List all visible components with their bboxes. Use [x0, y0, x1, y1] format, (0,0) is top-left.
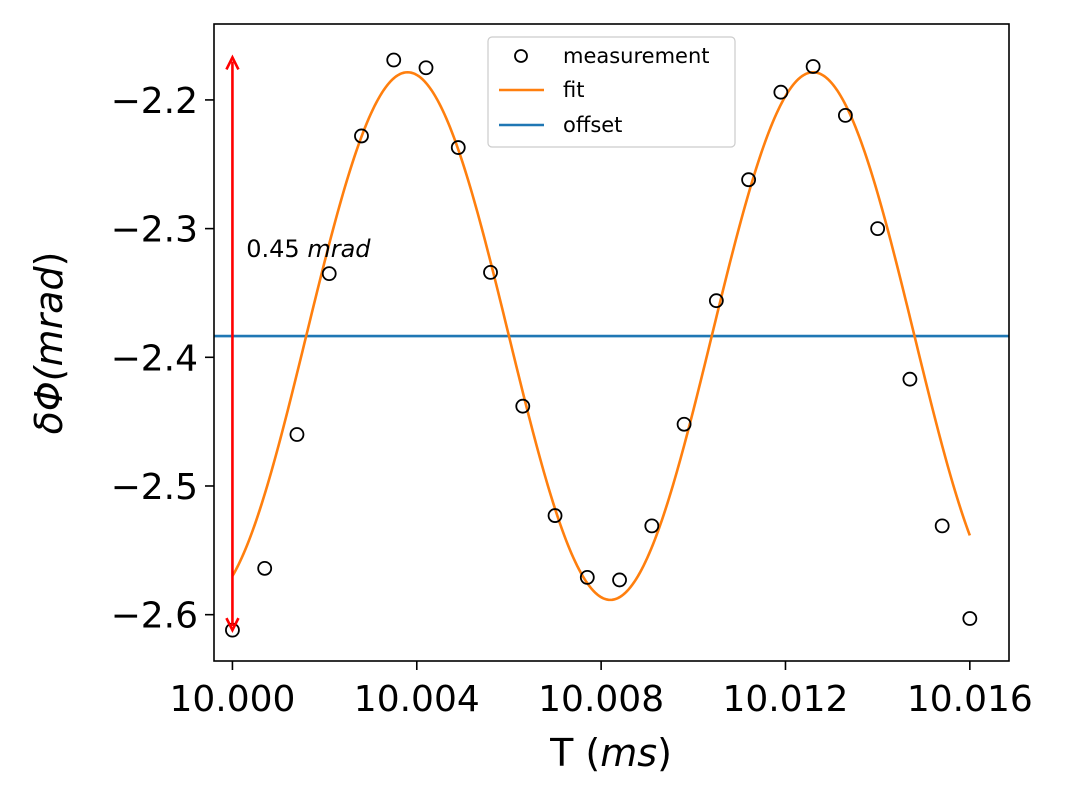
amplitude-annotation-value: 0.45: [246, 235, 307, 263]
y-tick-label: −2.4: [111, 338, 198, 379]
fit-layer: [231, 70, 972, 602]
y-tick-label: −2.3: [111, 210, 198, 251]
measurement-point: [418, 60, 434, 76]
measurement-point: [870, 221, 886, 237]
measurement-point: [805, 59, 821, 74]
x-tick-label: 10.004: [354, 679, 480, 720]
fit-curve: [231, 70, 972, 602]
measurement-point: [676, 416, 692, 432]
legend-measurement-label: measurement: [563, 44, 710, 68]
plot-frame: [213, 23, 1010, 662]
amplitude-arrow-head-bottom: [225, 617, 240, 634]
measurement-point: [450, 140, 466, 155]
measurement-point: [962, 611, 978, 626]
x-axis-label-unit: ms: [600, 731, 657, 775]
legend-offset-label: offset: [563, 113, 622, 137]
amplitude-annotation-unit: mrad: [307, 235, 371, 263]
measurement-point: [289, 427, 305, 442]
y-axis-label-unit: mrad: [27, 266, 71, 367]
legend: measurement fit offset: [487, 36, 736, 148]
x-tick-label: 10.016: [907, 679, 1033, 720]
measurement-point: [741, 172, 757, 188]
measurement-point: [934, 518, 950, 534]
y-axis: −2.6 −2.5 −2.4 −2.3 −2.2: [111, 81, 214, 637]
measurement-point: [386, 52, 402, 68]
x-tick-label: 10.000: [169, 679, 295, 720]
x-axis: 10.000 10.004 10.008 10.012 10.016: [169, 661, 1033, 720]
y-axis-label-prefix: δΦ(: [27, 364, 71, 434]
annotation-layer: 0.45 mrad: [225, 54, 371, 634]
measurement-point: [354, 128, 369, 144]
measurement-point: [644, 518, 660, 534]
x-axis-label-suffix: ): [657, 731, 672, 775]
measurement-point: [547, 508, 563, 523]
x-tick-label: 10.008: [538, 679, 664, 720]
x-axis-label: T (ms): [549, 731, 672, 775]
measurement-point: [321, 266, 337, 282]
points-layer: [225, 52, 978, 638]
measurement-point: [773, 84, 789, 100]
y-tick-label: −2.2: [111, 81, 198, 122]
legend-fit-label: fit: [563, 78, 584, 102]
amplitude-arrow-head-top: [225, 54, 240, 71]
x-tick-label: 10.012: [722, 679, 848, 720]
legend-box: [487, 36, 736, 148]
measurement-point: [579, 569, 595, 585]
measurement-point: [612, 572, 627, 588]
y-axis-label-suffix: ): [27, 252, 71, 267]
legend-measurement-marker: [514, 49, 528, 63]
measurement-point: [837, 107, 853, 123]
y-axis-label: δΦ(mrad): [27, 252, 71, 435]
y-tick-label: −2.5: [111, 467, 198, 508]
measurement-point: [708, 293, 724, 309]
measurement-point: [902, 371, 918, 387]
measurement-point: [483, 264, 498, 280]
x-axis-label-prefix: T (: [549, 731, 600, 775]
amplitude-annotation-label: 0.45 mrad: [246, 235, 371, 263]
y-tick-label: −2.6: [111, 596, 198, 637]
measurement-point: [515, 398, 531, 414]
measurement-point: [257, 560, 273, 576]
